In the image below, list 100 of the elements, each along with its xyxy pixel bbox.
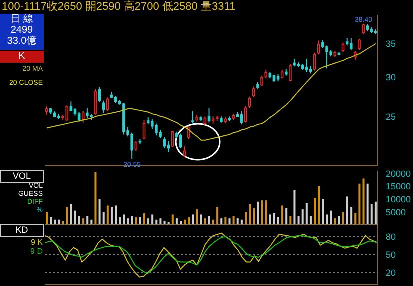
- bar: [127, 218, 130, 225]
- bar: [139, 217, 142, 225]
- y-tick-label: 35: [386, 39, 396, 50]
- bar: [277, 217, 280, 225]
- bar: [302, 210, 304, 225]
- bar: [286, 208, 288, 225]
- candlestick: [130, 132, 134, 160]
- bar: [350, 207, 353, 225]
- candlestick: [260, 75, 264, 87]
- bar: [354, 213, 357, 225]
- bar: [314, 198, 316, 225]
- bar: [74, 210, 76, 225]
- bar: [244, 212, 247, 225]
- bar: [334, 218, 336, 225]
- bar: [294, 190, 296, 225]
- candlestick: [358, 38, 361, 51]
- bar: [119, 217, 122, 225]
- bar: [322, 199, 324, 225]
- candlestick: [142, 120, 146, 140]
- bar: [358, 184, 361, 225]
- bar: [330, 210, 332, 225]
- candlestick: [252, 86, 256, 98]
- candlestick: [179, 133, 182, 149]
- bar: [306, 203, 308, 225]
- candlestick: [66, 105, 69, 122]
- bar: [370, 204, 373, 225]
- bar: [102, 212, 105, 225]
- bar: [78, 216, 80, 225]
- bar: [188, 217, 190, 225]
- y-tick-label: 20: [386, 268, 396, 278]
- bar: [172, 214, 174, 225]
- bar: [208, 216, 210, 225]
- bar: [135, 217, 138, 225]
- bar: [192, 214, 194, 225]
- bar: [131, 216, 134, 225]
- candlestick: [318, 40, 320, 56]
- y-tick-label: 10000: [386, 194, 412, 204]
- bar: [110, 207, 113, 225]
- chart-title: KD: [0, 224, 44, 237]
- candlestick: [183, 146, 186, 158]
- candlestick: [98, 87, 102, 103]
- bar: [282, 206, 284, 225]
- bar: [366, 184, 369, 225]
- bar: [232, 216, 235, 225]
- candlestick: [151, 118, 154, 130]
- text: 33.0億: [6, 36, 38, 47]
- bar: [346, 196, 349, 225]
- series-label: 9 K: [30, 238, 43, 247]
- bar: [164, 221, 166, 225]
- bar: [374, 202, 377, 225]
- bar: [98, 199, 101, 225]
- candlestick: [94, 88, 97, 116]
- candlestick: [240, 111, 244, 126]
- line-series: [46, 43, 376, 141]
- bar: [82, 218, 85, 225]
- bar: [106, 206, 109, 225]
- text: 2499: [10, 25, 34, 36]
- chart-title: VOL: [0, 170, 44, 183]
- y-tick-label: 20000: [386, 168, 412, 179]
- candlestick: [326, 45, 328, 70]
- candlestick: [82, 111, 85, 124]
- bar: [143, 213, 146, 225]
- series-label: 9 D: [30, 247, 43, 256]
- bar: [338, 216, 340, 225]
- bar: [326, 214, 328, 225]
- bar: [204, 218, 206, 225]
- bar: [70, 204, 72, 225]
- y-tick-label: 50: [386, 250, 396, 260]
- bar: [310, 216, 312, 225]
- bar: [62, 221, 64, 225]
- bar: [362, 178, 365, 225]
- bar: [216, 207, 219, 225]
- candlestick: [305, 58, 308, 73]
- candlestick: [70, 101, 73, 112]
- bar: [200, 214, 202, 225]
- candlestick: [289, 63, 292, 82]
- candlestick: [155, 123, 158, 136]
- bar: [257, 202, 260, 225]
- candlestick: [78, 112, 81, 122]
- candlestick: [362, 23, 365, 35]
- bar: [94, 172, 97, 225]
- candlestick: [248, 96, 252, 109]
- bar: [318, 186, 320, 225]
- bar: [196, 210, 198, 225]
- chart-title: 100-1117收2650 開2590 高2700 低2580 量3311: [2, 0, 236, 14]
- bar: [261, 200, 264, 225]
- bar: [249, 204, 252, 225]
- bar: [298, 216, 300, 225]
- bar: [228, 218, 231, 225]
- bar: [123, 214, 126, 225]
- candlestick: [188, 126, 190, 140]
- bar: [269, 214, 272, 225]
- text: K: [0, 51, 44, 63]
- bar: [180, 221, 182, 225]
- candlestick: [192, 111, 194, 124]
- bar: [342, 212, 344, 225]
- candlestick: [163, 137, 166, 149]
- text: 日 線: [10, 14, 34, 25]
- bar: [66, 207, 68, 225]
- y-tick-label: 25: [386, 112, 396, 122]
